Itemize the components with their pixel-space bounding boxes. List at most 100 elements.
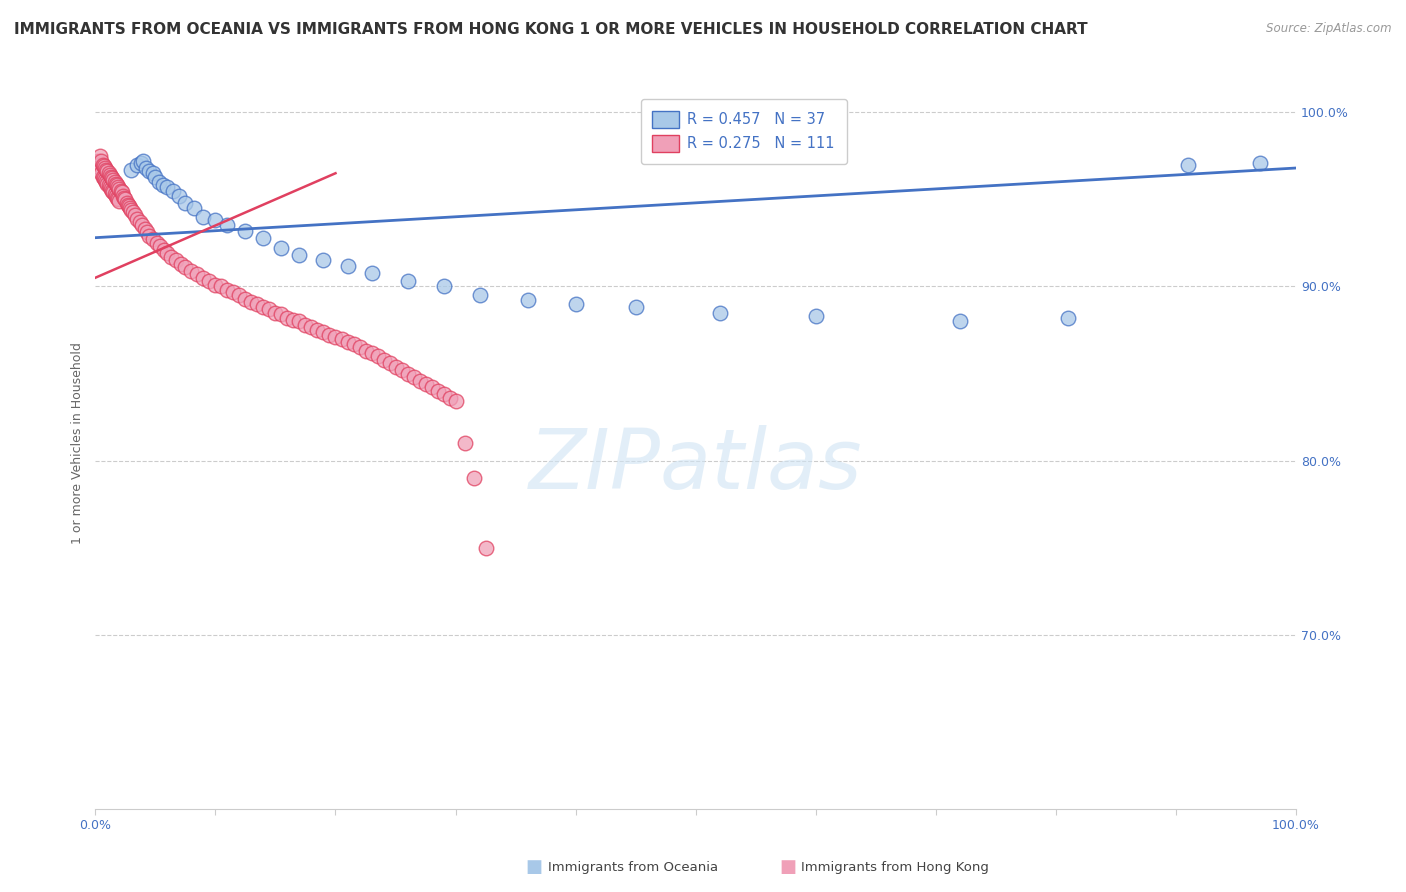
Point bbox=[468, 288, 491, 302]
Point bbox=[252, 230, 274, 244]
Point bbox=[105, 191, 128, 205]
Point bbox=[103, 187, 125, 202]
Point bbox=[127, 157, 149, 171]
Point bbox=[384, 359, 406, 374]
Point bbox=[312, 253, 335, 268]
Point bbox=[1057, 310, 1080, 325]
Point bbox=[156, 180, 179, 194]
Point bbox=[93, 159, 115, 173]
Point bbox=[97, 178, 120, 193]
Point bbox=[804, 309, 827, 323]
Point bbox=[108, 194, 131, 208]
Point bbox=[105, 178, 128, 193]
Text: ZIPatlas: ZIPatlas bbox=[529, 425, 862, 506]
Point bbox=[444, 394, 467, 409]
Point bbox=[235, 224, 257, 238]
Point bbox=[97, 166, 120, 180]
Point bbox=[138, 229, 160, 244]
Point bbox=[142, 232, 165, 246]
Point bbox=[454, 436, 477, 450]
Point bbox=[100, 169, 122, 184]
Point bbox=[186, 267, 208, 281]
Point bbox=[367, 349, 389, 363]
Point bbox=[174, 195, 197, 210]
Point bbox=[94, 173, 117, 187]
Point bbox=[90, 166, 112, 180]
Point bbox=[120, 201, 142, 215]
Point bbox=[121, 204, 143, 219]
Point bbox=[432, 279, 454, 293]
Point bbox=[87, 154, 110, 169]
Point bbox=[120, 202, 142, 217]
Point bbox=[235, 292, 257, 306]
Point bbox=[709, 305, 731, 319]
Point bbox=[112, 191, 135, 205]
Point bbox=[259, 302, 281, 317]
Point bbox=[103, 173, 125, 187]
Point bbox=[93, 171, 115, 186]
Point bbox=[103, 175, 125, 189]
Point bbox=[402, 370, 425, 384]
Point bbox=[138, 164, 160, 178]
Point bbox=[307, 323, 329, 337]
Point bbox=[209, 279, 232, 293]
Point bbox=[149, 239, 172, 253]
Point bbox=[193, 210, 215, 224]
Point bbox=[169, 257, 191, 271]
Point bbox=[240, 295, 263, 310]
Point bbox=[96, 177, 118, 191]
Point bbox=[288, 248, 311, 262]
Point bbox=[101, 184, 124, 198]
Text: IMMIGRANTS FROM OCEANIA VS IMMIGRANTS FROM HONG KONG 1 OR MORE VEHICLES IN HOUSE: IMMIGRANTS FROM OCEANIA VS IMMIGRANTS FR… bbox=[14, 22, 1088, 37]
Point bbox=[90, 154, 112, 169]
Point bbox=[91, 169, 114, 184]
Point bbox=[104, 189, 127, 203]
Point bbox=[127, 211, 149, 226]
Text: Source: ZipAtlas.com: Source: ZipAtlas.com bbox=[1267, 22, 1392, 36]
Point bbox=[104, 177, 127, 191]
Point bbox=[183, 201, 205, 215]
Point bbox=[373, 352, 395, 367]
Point bbox=[131, 219, 153, 233]
Point bbox=[270, 241, 292, 255]
Point bbox=[160, 250, 183, 264]
Point bbox=[124, 208, 146, 222]
Point bbox=[135, 161, 157, 175]
Point bbox=[294, 318, 316, 332]
Point bbox=[98, 180, 121, 194]
Point bbox=[120, 162, 142, 177]
Point bbox=[1249, 155, 1271, 169]
Y-axis label: 1 or more Vehicles in Household: 1 or more Vehicles in Household bbox=[72, 343, 84, 544]
Point bbox=[318, 328, 340, 343]
Point bbox=[174, 260, 197, 275]
Point bbox=[115, 195, 138, 210]
Point bbox=[142, 166, 165, 180]
Point bbox=[96, 162, 118, 177]
Point bbox=[204, 213, 226, 227]
Point bbox=[217, 283, 239, 297]
Point bbox=[222, 285, 245, 299]
Point bbox=[193, 270, 215, 285]
Point bbox=[89, 161, 111, 175]
Point bbox=[439, 391, 461, 405]
Point bbox=[396, 274, 419, 288]
Point bbox=[564, 297, 586, 311]
Point bbox=[396, 367, 419, 381]
Point bbox=[474, 541, 496, 555]
Point bbox=[180, 264, 202, 278]
Point bbox=[118, 199, 141, 213]
Point bbox=[325, 330, 347, 344]
Text: ■: ■ bbox=[779, 858, 796, 876]
Point bbox=[91, 157, 114, 171]
Point bbox=[96, 175, 118, 189]
Text: Immigrants from Hong Kong: Immigrants from Hong Kong bbox=[801, 861, 990, 873]
Point bbox=[420, 380, 443, 394]
Point bbox=[949, 314, 972, 328]
Point bbox=[101, 171, 124, 186]
Point bbox=[169, 189, 191, 203]
Point bbox=[107, 180, 129, 194]
Point bbox=[94, 161, 117, 175]
Point bbox=[136, 226, 159, 240]
Point bbox=[110, 184, 132, 198]
Point bbox=[152, 178, 174, 193]
